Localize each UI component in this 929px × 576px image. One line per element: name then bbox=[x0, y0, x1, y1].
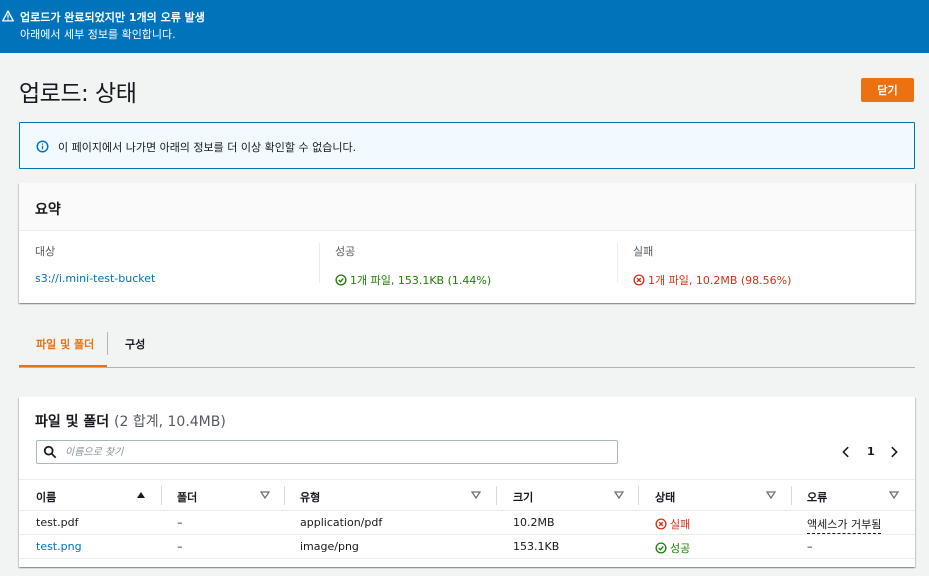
summary-target: 대상 s3://i.mini-test-bucket bbox=[35, 243, 155, 285]
column-divider bbox=[791, 486, 792, 505]
column-divider bbox=[638, 486, 639, 505]
column-folder[interactable]: 폴더 bbox=[177, 491, 198, 504]
sort-caret-icon[interactable] bbox=[471, 490, 481, 500]
tab-bar: 파일 및 폴더 구성 bbox=[19, 320, 915, 368]
file-error-text[interactable]: 액세스가 거부됨 bbox=[807, 516, 882, 534]
file-error[interactable]: 액세스가 거부됨 bbox=[807, 516, 882, 534]
file-status: 성공 bbox=[655, 540, 690, 556]
file-status: 실패 bbox=[655, 516, 690, 532]
column-type[interactable]: 유형 bbox=[300, 491, 321, 504]
table-row: test.pdf – application/pdf 10.2MB 실패 액세스… bbox=[19, 511, 915, 535]
column-status[interactable]: 상태 bbox=[655, 491, 676, 504]
sort-caret-icon[interactable] bbox=[614, 490, 624, 500]
page-title: 업로드: 상태 bbox=[19, 81, 137, 107]
target-label: 대상 bbox=[35, 245, 56, 258]
summary-divider bbox=[617, 243, 618, 283]
success-check-icon bbox=[335, 274, 347, 286]
column-divider bbox=[284, 486, 285, 505]
file-name-link[interactable]: test.png bbox=[36, 540, 82, 553]
files-title-text: 파일 및 폴더 bbox=[35, 414, 110, 430]
sort-caret-icon[interactable] bbox=[766, 490, 776, 500]
failure-label: 실패 bbox=[633, 245, 654, 258]
chevron-left-icon[interactable] bbox=[839, 445, 853, 459]
search-icon bbox=[43, 445, 57, 459]
file-status-text: 성공 bbox=[670, 542, 691, 555]
pagination: 1 bbox=[839, 443, 903, 461]
error-x-icon bbox=[655, 518, 667, 530]
error-flash-banner: 업로드가 완료되었지만 1개의 오류 발생 아래에서 세부 정보를 확인합니다. bbox=[0, 0, 929, 53]
summary-title: 요약 bbox=[19, 183, 915, 231]
success-value: 1개 파일, 153.1KB (1.44%) bbox=[350, 274, 492, 287]
sort-caret-icon[interactable] bbox=[889, 490, 899, 500]
summary-success: 성공 1개 파일, 153.1KB (1.44%) bbox=[335, 243, 491, 288]
column-size[interactable]: 크기 bbox=[513, 491, 534, 504]
sort-ascending-icon[interactable] bbox=[136, 490, 146, 500]
files-panel: 파일 및 폴더 (2 합계, 10.4MB) 1 이름 폴더 유형 크기 상태 bbox=[19, 397, 915, 567]
files-title: 파일 및 폴더 (2 합계, 10.4MB) bbox=[35, 411, 226, 431]
column-divider bbox=[496, 486, 497, 505]
search-box[interactable] bbox=[36, 440, 618, 464]
summary-panel: 요약 대상 s3://i.mini-test-bucket 성공 1개 파일, … bbox=[19, 183, 915, 303]
page-number[interactable]: 1 bbox=[867, 445, 875, 458]
tab-files-and-folders[interactable]: 파일 및 폴더 bbox=[19, 320, 107, 367]
file-size: 10.2MB bbox=[513, 516, 555, 529]
column-error[interactable]: 오류 bbox=[807, 491, 828, 504]
info-alert: 이 페이지에서 나가면 아래의 정보를 더 이상 확인할 수 없습니다. bbox=[19, 122, 915, 169]
column-divider bbox=[161, 486, 162, 505]
info-text: 이 페이지에서 나가면 아래의 정보를 더 이상 확인할 수 없습니다. bbox=[58, 141, 357, 154]
success-label: 성공 bbox=[335, 245, 356, 258]
table-row: test.png – image/png 153.1KB 성공 – bbox=[19, 535, 915, 559]
file-folder: – bbox=[177, 540, 183, 553]
failure-value: 1개 파일, 10.2MB (98.56%) bbox=[648, 274, 792, 287]
close-button[interactable]: 닫기 bbox=[861, 78, 914, 102]
flash-message: 아래에서 세부 정보를 확인합니다. bbox=[20, 28, 176, 41]
file-type: image/png bbox=[300, 540, 359, 553]
flash-title: 업로드가 완료되었지만 1개의 오류 발생 bbox=[20, 11, 205, 24]
files-count: (2 합계, 10.4MB) bbox=[114, 414, 226, 430]
file-name: test.pdf bbox=[36, 516, 79, 529]
file-type: application/pdf bbox=[300, 516, 383, 529]
file-status-text: 실패 bbox=[670, 518, 691, 531]
chevron-right-icon[interactable] bbox=[887, 445, 901, 459]
table-header: 이름 폴더 유형 크기 상태 오류 bbox=[19, 479, 915, 511]
info-icon bbox=[36, 140, 49, 153]
file-size: 153.1KB bbox=[513, 540, 560, 553]
warning-icon bbox=[2, 10, 14, 22]
tab-configuration[interactable]: 구성 bbox=[125, 338, 146, 351]
sort-caret-icon[interactable] bbox=[260, 490, 270, 500]
search-input[interactable] bbox=[65, 443, 605, 461]
column-name[interactable]: 이름 bbox=[36, 491, 57, 504]
summary-divider bbox=[319, 243, 320, 283]
tab-divider bbox=[107, 332, 108, 355]
file-error: – bbox=[807, 540, 813, 553]
summary-failure: 실패 1개 파일, 10.2MB (98.56%) bbox=[633, 243, 791, 288]
file-folder: – bbox=[177, 516, 183, 529]
success-check-icon bbox=[655, 542, 667, 554]
target-link[interactable]: s3://i.mini-test-bucket bbox=[35, 272, 156, 285]
error-x-icon bbox=[633, 274, 645, 286]
